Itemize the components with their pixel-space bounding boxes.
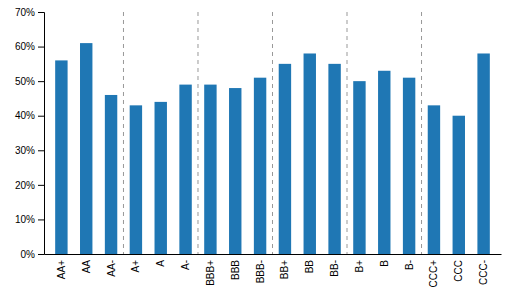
x-tick-label: BBB+ bbox=[205, 260, 216, 286]
x-tick-label: A- bbox=[180, 260, 191, 270]
group-separator bbox=[347, 12, 348, 254]
x-tick: BB+ bbox=[279, 260, 290, 279]
bar bbox=[453, 116, 465, 254]
bar bbox=[80, 43, 92, 254]
bars bbox=[55, 43, 490, 254]
x-tick-label: AA- bbox=[106, 260, 117, 277]
separators bbox=[123, 12, 421, 254]
bar bbox=[155, 102, 167, 254]
y-tick-label: 70% bbox=[15, 7, 35, 18]
plot: AA+AAAA-A+AA-BBB+BBBBBB-BB+BBBB-B+BB-CCC… bbox=[15, 7, 502, 288]
y-tick-mark bbox=[38, 185, 44, 186]
y-tick-mark bbox=[38, 150, 44, 151]
x-tick: BB bbox=[304, 260, 315, 274]
y-tick-label: 20% bbox=[15, 180, 35, 191]
x-tick-label: A bbox=[155, 260, 166, 267]
bar bbox=[254, 78, 266, 254]
y-tick-label: 60% bbox=[15, 41, 35, 52]
y-tick-label: 30% bbox=[15, 145, 35, 156]
x-tick: A+ bbox=[130, 260, 141, 273]
group-separator bbox=[123, 12, 124, 254]
x-tick: B+ bbox=[354, 260, 365, 273]
y-tick-mark bbox=[38, 47, 44, 48]
bar bbox=[477, 53, 489, 254]
bar bbox=[304, 53, 316, 254]
y-tick: 50% bbox=[15, 76, 44, 87]
x-tick: BBB+ bbox=[205, 260, 216, 286]
x-tick-label: BB+ bbox=[279, 260, 290, 279]
y-tick: 20% bbox=[15, 180, 44, 191]
y-tick: 60% bbox=[15, 41, 44, 52]
x-tick-label: BB- bbox=[329, 260, 340, 277]
x-tick: AA bbox=[81, 260, 92, 274]
y-tick-label: 40% bbox=[15, 110, 35, 121]
x-axis-line bbox=[45, 254, 502, 255]
x-tick-label: BBB- bbox=[255, 260, 266, 283]
x-tick: AA- bbox=[106, 260, 117, 277]
x-tick: CCC+ bbox=[428, 260, 439, 288]
x-tick: BB- bbox=[329, 260, 340, 277]
bar bbox=[378, 71, 390, 254]
x-tick-label: BB bbox=[304, 260, 315, 274]
chart: AA+AAAA-A+AA-BBB+BBBBBB-BB+BBBB-B+BB-CCC… bbox=[0, 0, 513, 300]
bar bbox=[179, 85, 191, 254]
bar bbox=[105, 95, 117, 254]
x-tick: B bbox=[379, 260, 390, 267]
group-separator bbox=[272, 12, 273, 254]
bar bbox=[229, 88, 241, 254]
x-axis: AA+AAAA-A+AA-BBB+BBBBBB-BB+BBBB-B+BB-CCC… bbox=[45, 255, 502, 288]
y-axis: 0% 10% 20% 30% 40% 50% 60% 70% bbox=[15, 7, 45, 260]
x-tick-label: BBB bbox=[230, 260, 241, 280]
y-tick: 10% bbox=[15, 214, 44, 225]
x-tick-label: B+ bbox=[354, 260, 365, 273]
bar bbox=[403, 78, 415, 254]
bar bbox=[328, 64, 340, 254]
x-tick-label: B bbox=[379, 260, 390, 267]
x-tick-label: CCC- bbox=[478, 260, 489, 285]
group-separator bbox=[197, 12, 198, 254]
x-tick: AA+ bbox=[56, 260, 67, 279]
y-axis-line bbox=[38, 13, 45, 255]
bar bbox=[353, 81, 365, 254]
group-separator bbox=[421, 12, 422, 254]
x-tick: BBB bbox=[230, 260, 241, 280]
x-tick-label: CCC bbox=[453, 260, 464, 282]
x-tick: CCC- bbox=[478, 260, 489, 285]
y-tick-label: 0% bbox=[21, 249, 36, 260]
y-tick-mark bbox=[38, 81, 44, 82]
bar bbox=[130, 105, 142, 254]
bar bbox=[55, 60, 67, 254]
y-tick-label: 50% bbox=[15, 76, 35, 87]
y-tick: 30% bbox=[15, 145, 44, 156]
y-tick-mark bbox=[38, 219, 44, 220]
y-tick: 0% bbox=[21, 249, 44, 260]
x-tick-label: B- bbox=[404, 260, 415, 270]
x-tick-label: CCC+ bbox=[428, 260, 439, 288]
y-tick: 40% bbox=[15, 110, 44, 121]
y-tick-label: 10% bbox=[15, 214, 35, 225]
x-tick-label: A+ bbox=[130, 260, 141, 273]
x-tick: A bbox=[155, 260, 166, 267]
y-tick: 70% bbox=[15, 7, 44, 18]
bar bbox=[428, 105, 440, 254]
x-tick-label: AA bbox=[81, 260, 92, 274]
y-tick-mark bbox=[38, 254, 44, 255]
x-tick: CCC bbox=[453, 260, 464, 282]
bar bbox=[279, 64, 291, 254]
x-tick: BBB- bbox=[255, 260, 266, 283]
x-tick: B- bbox=[404, 260, 415, 270]
x-tick-label: AA+ bbox=[56, 260, 67, 279]
y-tick-mark bbox=[38, 116, 44, 117]
bar bbox=[204, 85, 216, 254]
x-tick: A- bbox=[180, 260, 191, 270]
y-tick-mark bbox=[38, 12, 44, 13]
